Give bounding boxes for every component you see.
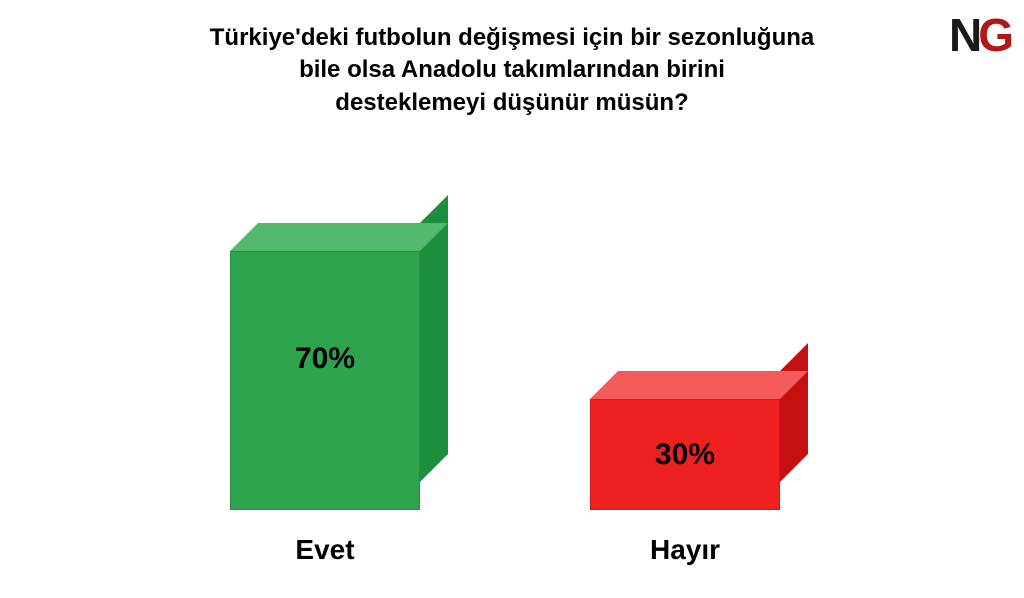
chart-canvas: NG Türkiye'deki futbolun değişmesi için …	[0, 0, 1024, 598]
bar-category-label: Hayır	[590, 534, 780, 566]
bar-value-label: 70%	[230, 342, 420, 376]
bar-hayır: 30%Hayır	[590, 399, 780, 510]
title-line-3: desteklemeyi düşünür müsün?	[0, 87, 1024, 119]
bar-side-face	[780, 343, 808, 482]
bar-top-face	[590, 371, 808, 399]
title-line-1: Türkiye'deki futbolun değişmesi için bir…	[0, 22, 1024, 54]
plot-area: 70%Evet 30%Hayır	[150, 140, 870, 510]
bar-3d: 70%	[230, 251, 420, 510]
title-line-2: bile olsa Anadolu takımlarından birini	[0, 54, 1024, 86]
bar-top-face	[230, 223, 448, 251]
bar-value-label: 30%	[590, 438, 780, 472]
bar-front	[230, 251, 420, 510]
bar-category-label: Evet	[230, 534, 420, 566]
bar-3d: 30%	[590, 399, 780, 510]
bar-evet: 70%Evet	[230, 251, 420, 510]
chart-title: Türkiye'deki futbolun değişmesi için bir…	[0, 22, 1024, 119]
